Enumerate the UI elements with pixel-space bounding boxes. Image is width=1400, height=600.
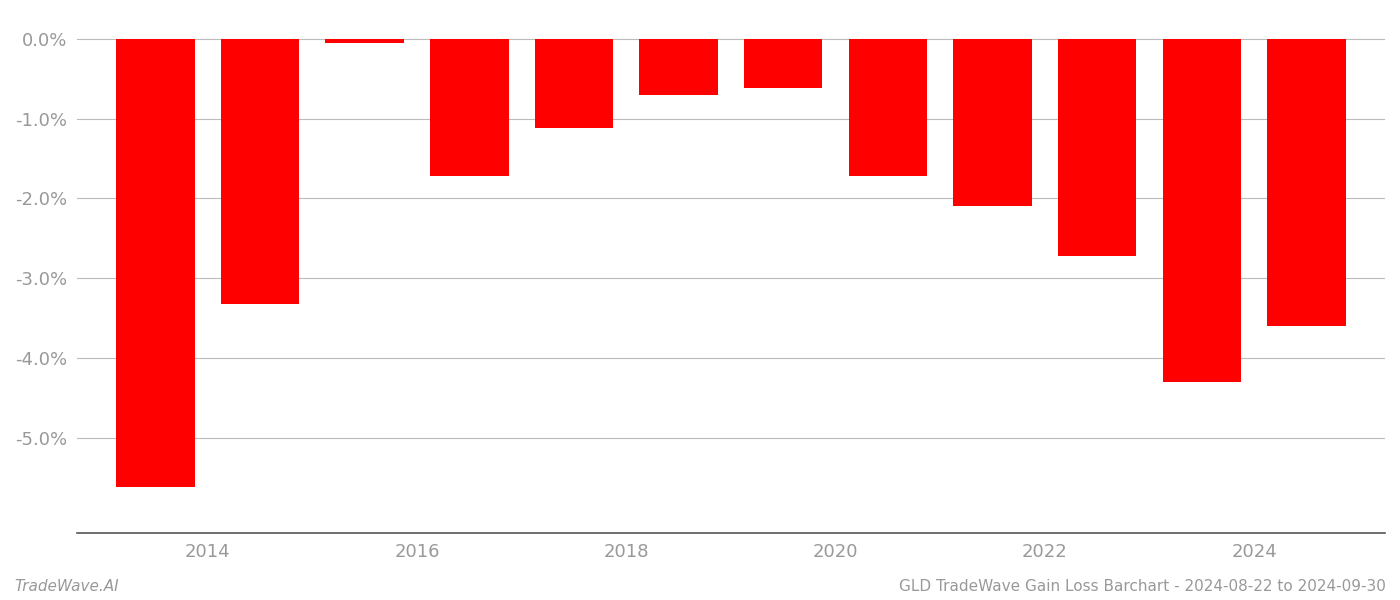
Text: TradeWave.AI: TradeWave.AI	[14, 579, 119, 594]
Bar	[1267, 39, 1345, 326]
Bar	[848, 39, 927, 176]
Text: GLD TradeWave Gain Loss Barchart - 2024-08-22 to 2024-09-30: GLD TradeWave Gain Loss Barchart - 2024-…	[899, 579, 1386, 594]
Bar	[1058, 39, 1137, 256]
Bar	[1162, 39, 1242, 382]
Bar	[535, 39, 613, 128]
Bar	[221, 39, 300, 304]
Bar	[953, 39, 1032, 206]
Bar	[640, 39, 718, 95]
Bar	[116, 39, 195, 487]
Bar	[325, 39, 403, 43]
Bar	[430, 39, 508, 176]
Bar	[743, 39, 822, 88]
